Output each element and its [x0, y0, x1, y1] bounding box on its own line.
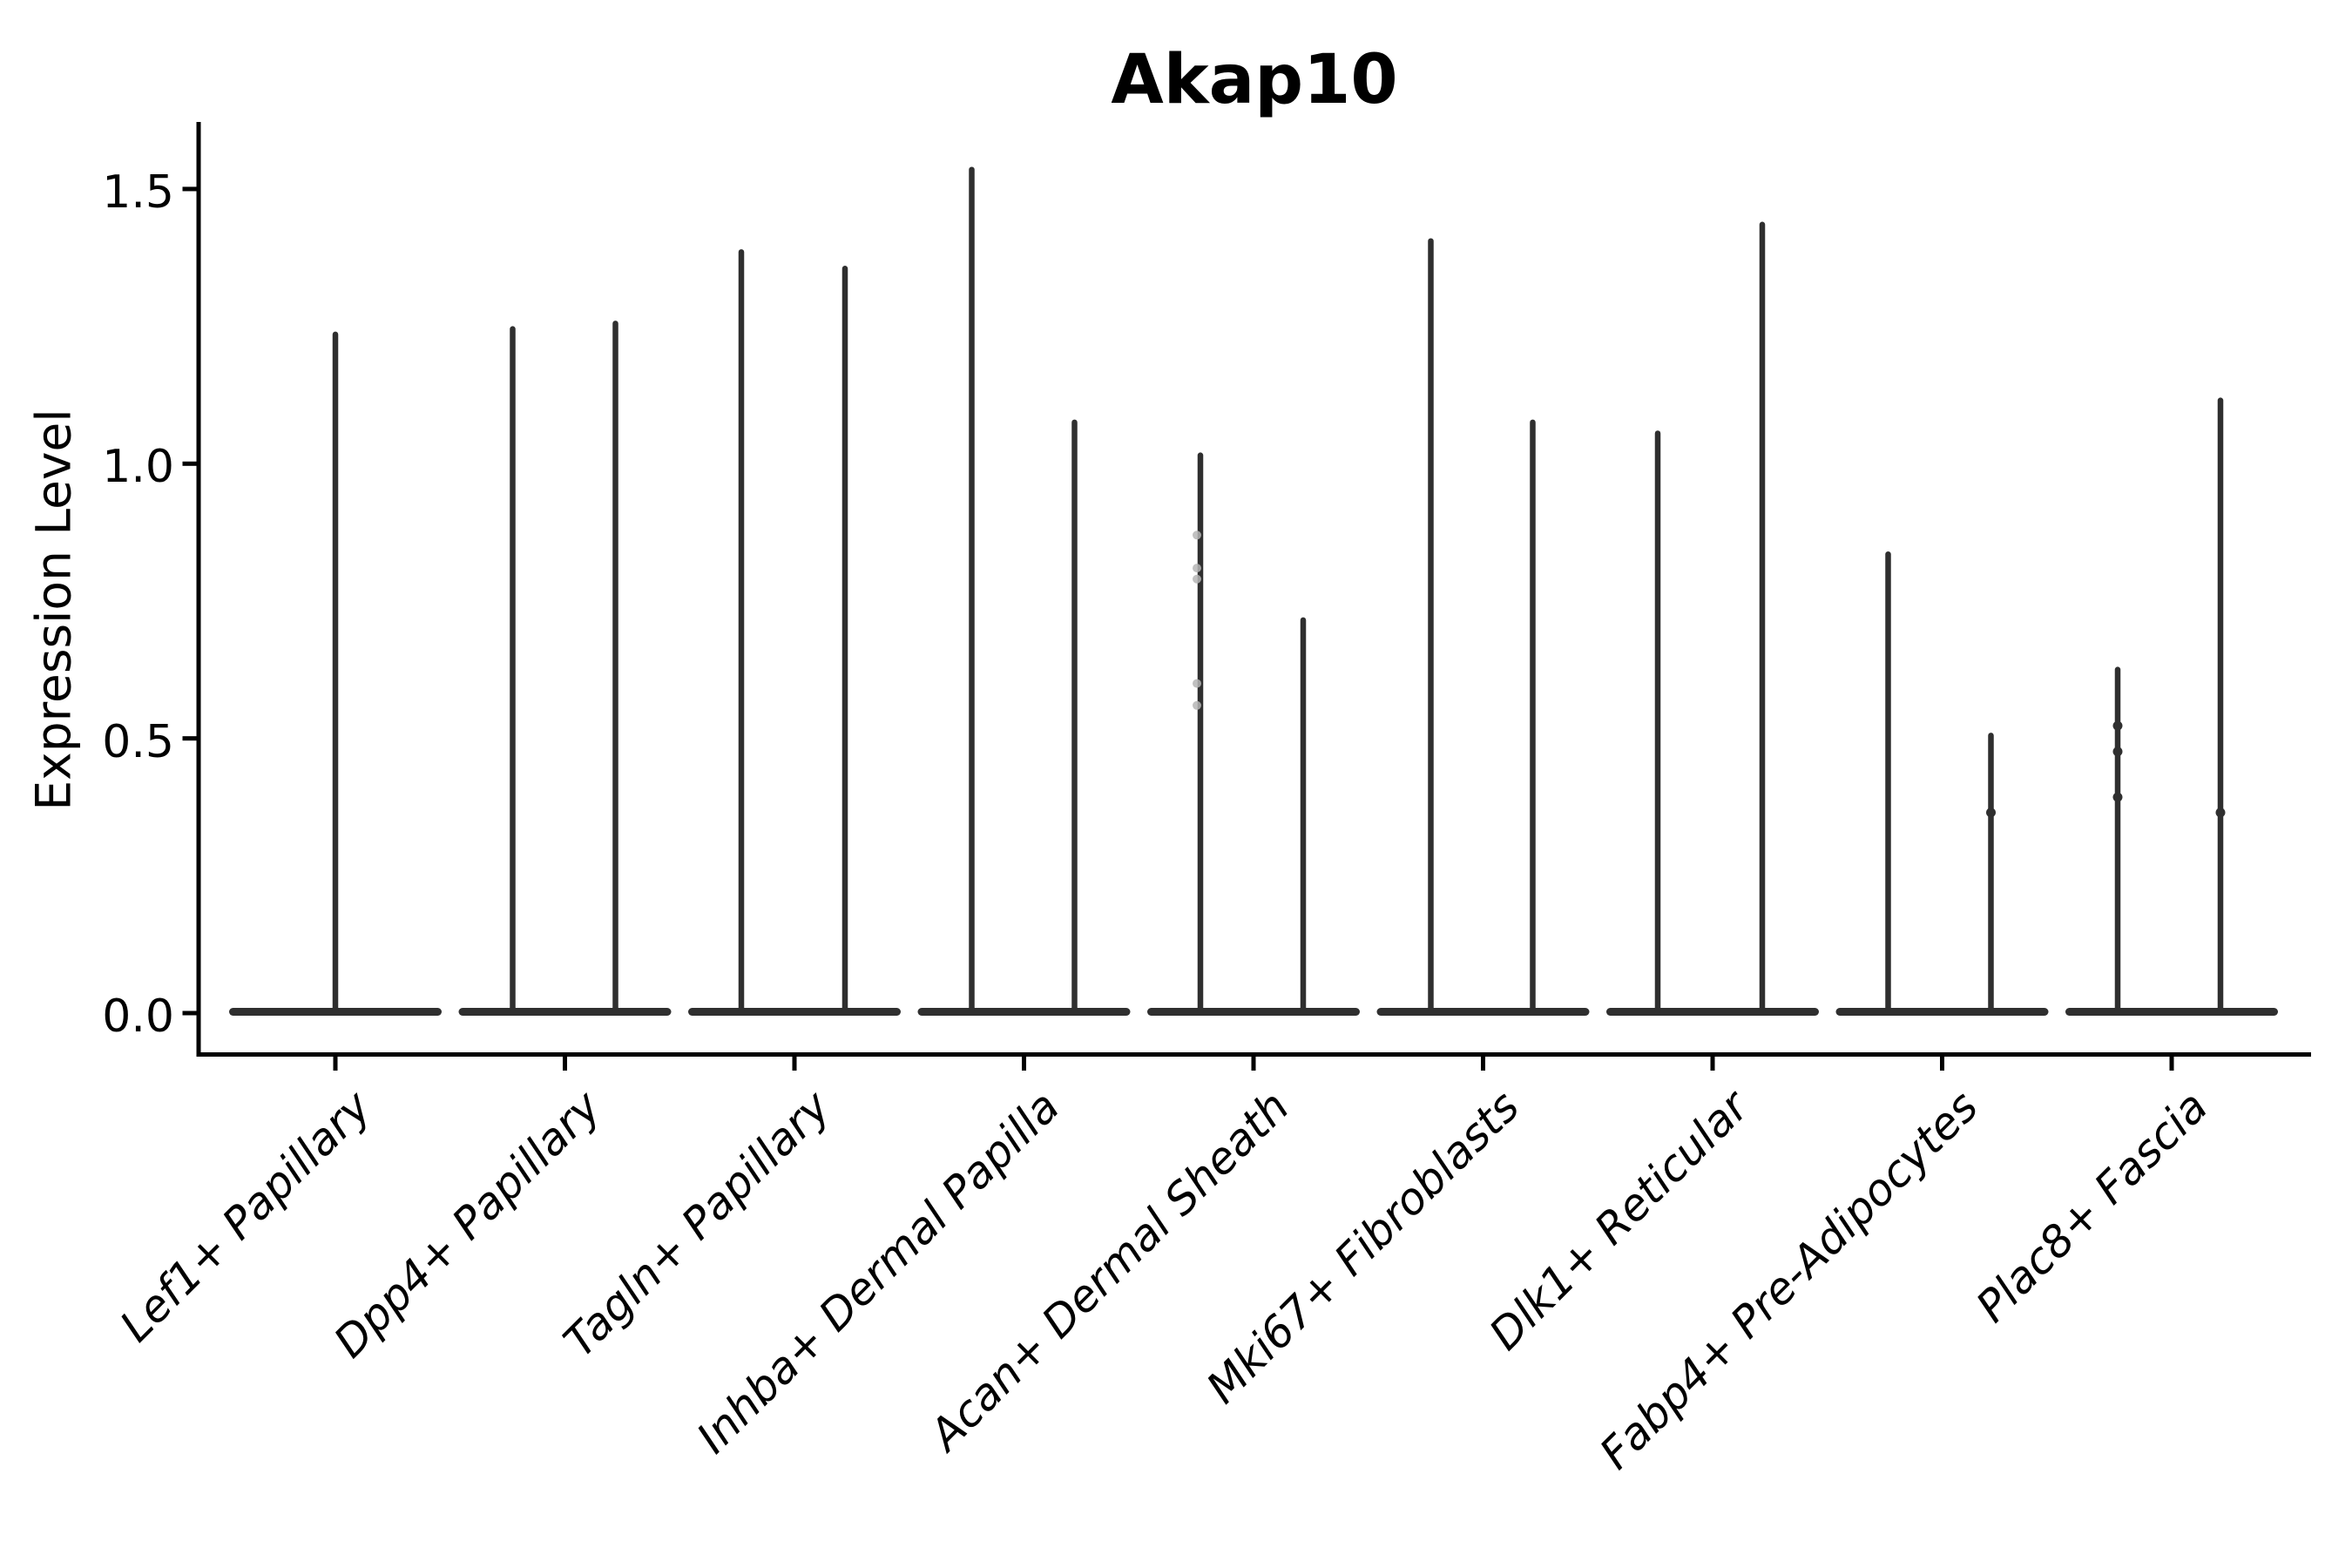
expression-point	[2112, 792, 2123, 802]
violin-base	[1376, 1008, 1590, 1016]
expression-point	[2112, 747, 2123, 757]
expression-point-light	[1193, 564, 1201, 573]
violin-base	[1147, 1008, 1360, 1016]
violin-base	[2065, 1008, 2278, 1016]
violin-base	[917, 1008, 1131, 1016]
violin-base	[458, 1008, 672, 1016]
expression-point-light	[1193, 679, 1201, 688]
y-tick-label: 0.5	[102, 715, 174, 768]
y-tick-label: 1.5	[102, 166, 174, 219]
expression-point-light	[1193, 531, 1201, 540]
violin-base	[688, 1008, 901, 1016]
expression-point	[2112, 720, 2123, 731]
violin-base	[1835, 1008, 2049, 1016]
y-axis-spine	[196, 122, 201, 1057]
chart-title: Akap10	[1111, 41, 1398, 119]
violin-base	[1606, 1008, 1819, 1016]
x-axis-spine	[196, 1052, 2311, 1057]
expression-point	[1986, 808, 1996, 818]
expression-point-light	[1193, 700, 1201, 710]
y-tick-label: 0.0	[102, 990, 174, 1043]
y-tick-label: 1.0	[102, 441, 174, 494]
expression-point-light	[1193, 574, 1201, 584]
expression-point	[2215, 808, 2226, 818]
